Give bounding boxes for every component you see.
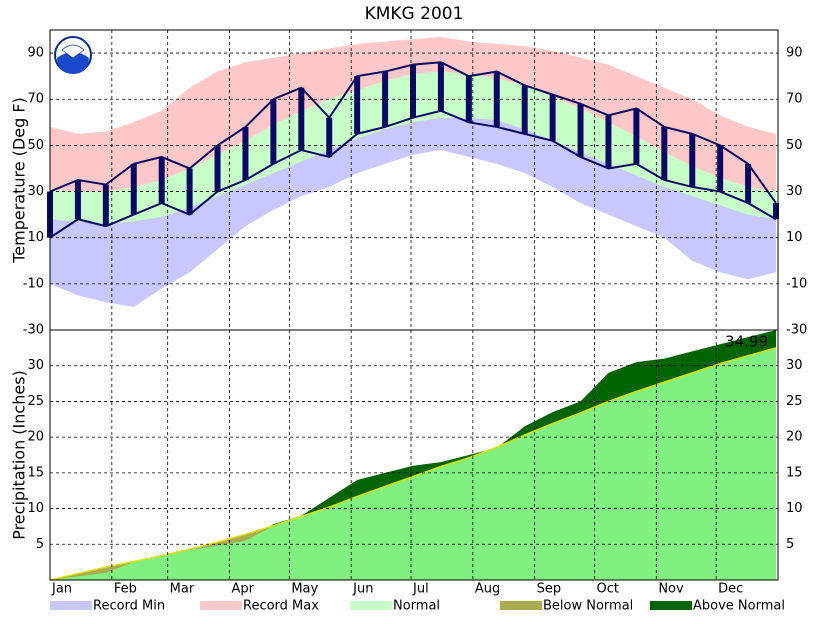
y-axis-label: Temperature (Deg F) (10, 97, 29, 264)
legend-label: Record Min (93, 599, 165, 614)
legend-swatch (650, 601, 692, 610)
y-tick-label-right: 50 (786, 138, 803, 153)
x-tick-label: Jan (51, 582, 72, 597)
x-tick-label: Jun (352, 582, 373, 597)
y-tick-label: 30 (27, 358, 44, 373)
daily-range (102, 184, 109, 227)
y-tick-label-right: 30 (786, 358, 803, 373)
daily-range (549, 94, 556, 141)
daily-range (661, 126, 668, 180)
y-tick-label-right: 15 (786, 465, 803, 480)
y-tick-label-right: -30 (786, 323, 807, 338)
y-tick-label: 15 (27, 465, 44, 480)
daily-range (437, 62, 444, 111)
y-tick-label: -30 (23, 323, 44, 338)
daily-range (382, 71, 389, 127)
x-tick-label: Mar (170, 582, 195, 597)
below-normal (245, 525, 274, 541)
y-tick-label-right: 30 (786, 184, 803, 199)
frame (49, 29, 779, 581)
annotation: 34.99 (725, 333, 768, 351)
daily-range (214, 145, 221, 192)
y-tick-label-right: -10 (786, 276, 807, 291)
daily-range (605, 115, 612, 169)
daily-range (326, 117, 333, 157)
legend-swatch (350, 601, 392, 610)
y-tick-label: 10 (27, 501, 44, 516)
x-tick-label: May (291, 582, 318, 597)
y-tick-label: -10 (23, 276, 44, 291)
normal-area (50, 347, 777, 580)
y-tick-label-right: 20 (786, 430, 803, 445)
legend-label: Record Max (243, 599, 319, 614)
below-normal (105, 561, 134, 573)
y-tick-label: 90 (27, 46, 44, 61)
daily-range (74, 180, 81, 220)
legend-swatch (50, 601, 92, 610)
x-tick-label: Oct (597, 582, 619, 597)
daily-range (717, 145, 724, 192)
daily-range (773, 203, 780, 220)
y-tick-label: 30 (27, 184, 44, 199)
daily-range (130, 163, 137, 215)
y-tick-label-right: 70 (786, 92, 803, 107)
x-tick-label: Aug (475, 582, 500, 597)
daily-range (633, 108, 640, 164)
daily-range (410, 64, 417, 118)
daily-range (689, 133, 696, 187)
y-tick-label: 70 (27, 92, 44, 107)
x-tick-label: Sep (537, 582, 562, 597)
y-tick-label: 20 (27, 430, 44, 445)
legend-label: Normal (393, 599, 440, 614)
y-tick-label: 50 (27, 138, 44, 153)
plot: 34.99 -30 -30 -10 -10 10 10 30 30 50 50 70 70 90 90 5 5 1… (23, 30, 807, 614)
daily-range (158, 156, 165, 204)
legend-swatch (200, 601, 242, 610)
y-tick-label: 10 (27, 230, 44, 245)
actual-low (49, 109, 777, 239)
y-tick-label-right: 90 (786, 46, 803, 61)
x-tick-label: Feb (114, 582, 137, 597)
y-tick-label: 25 (27, 394, 44, 409)
y-tick-label-right: 5 (786, 537, 794, 552)
legend-swatch (500, 601, 542, 610)
y-tick-label: 5 (36, 537, 44, 552)
legend-label: Below Normal (543, 599, 633, 614)
daily-range (521, 85, 528, 134)
daily-range (298, 87, 305, 150)
x-tick-label: Dec (718, 582, 743, 597)
y-tick-label-right: 25 (786, 394, 803, 409)
daily-range (745, 163, 752, 204)
normal-line (49, 347, 777, 581)
daily-range (242, 126, 249, 180)
x-tick-label: Apr (232, 582, 255, 597)
y-tick-label-right: 10 (786, 501, 803, 516)
y-axis-label: Precipitation (Inches) (10, 370, 29, 540)
actual-high (49, 61, 777, 204)
y-tick-label-right: 10 (786, 230, 803, 245)
daily-range (354, 76, 361, 134)
x-tick-label: Nov (658, 582, 684, 597)
below-normal (217, 534, 246, 546)
x-tick-label: Jul (412, 582, 429, 597)
legend-label: Above Normal (693, 599, 785, 614)
noaa-logo (54, 36, 92, 74)
chart-title: KMKG 2001 (365, 4, 464, 24)
daily-range (577, 103, 584, 157)
daily-range (465, 76, 472, 123)
daily-range (270, 99, 277, 164)
